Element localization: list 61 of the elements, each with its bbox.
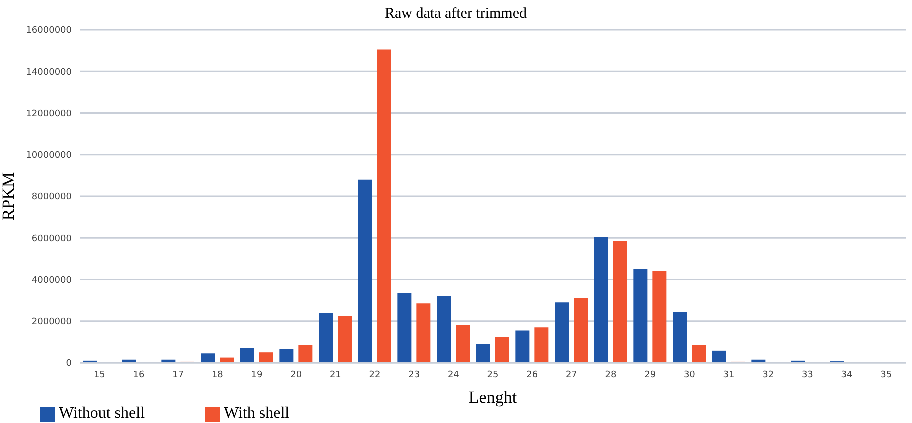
bar [634, 269, 648, 363]
bar [377, 50, 392, 363]
bar [692, 345, 706, 363]
x-tick-label: 30 [684, 370, 696, 380]
y-tick-label: 12000000 [26, 109, 72, 120]
bar [319, 313, 333, 363]
bar [338, 316, 352, 363]
bar [534, 328, 549, 363]
y-tick-label: 2000000 [32, 318, 72, 328]
bar [516, 330, 530, 363]
y-tick-label: 8000000 [32, 192, 72, 203]
bar [594, 237, 608, 363]
y-tick-label: 10000000 [26, 151, 72, 162]
legend-label: Without shell [59, 405, 146, 422]
x-tick-label: 21 [330, 370, 342, 380]
x-tick-label: 33 [802, 370, 814, 380]
y-axis-title: RPKM [0, 172, 18, 221]
bar [259, 352, 274, 363]
y-tick-label: 6000000 [32, 234, 72, 244]
bar [280, 349, 294, 363]
x-tick-label: 19 [251, 370, 263, 380]
bar [358, 180, 372, 363]
y-tick-label: 14000000 [26, 68, 72, 78]
y-tick-label: 16000000 [26, 26, 72, 36]
x-tick-label: 29 [644, 370, 656, 380]
x-tick-label: 18 [212, 370, 224, 380]
x-tick-label: 35 [880, 370, 892, 380]
x-tick-label: 26 [526, 370, 538, 380]
bar [298, 345, 313, 363]
bar [201, 354, 215, 363]
bar [613, 241, 628, 363]
bar [398, 293, 412, 363]
x-tick-label: 24 [448, 370, 460, 380]
x-tick-label: 16 [133, 370, 145, 380]
x-tick-label: 17 [172, 370, 184, 380]
bar [712, 350, 726, 363]
x-tick-label: 28 [605, 370, 617, 380]
bar [555, 302, 569, 363]
bar [495, 336, 510, 363]
y-tick-label: 4000000 [32, 276, 72, 286]
bar [652, 271, 667, 363]
bar [574, 298, 588, 363]
x-tick-label: 23 [408, 370, 420, 380]
x-tick-label: 22 [369, 370, 381, 380]
legend-label: With shell [224, 405, 290, 422]
bar [476, 344, 490, 363]
y-tick-label: 0 [66, 359, 72, 370]
bar [240, 348, 254, 363]
x-tick-label: 25 [487, 370, 499, 380]
bar [456, 326, 470, 363]
bar [437, 296, 451, 363]
bar [673, 312, 687, 363]
bar [416, 304, 431, 363]
x-tick-label: 31 [723, 370, 735, 380]
x-tick-label: 15 [94, 370, 106, 380]
x-tick-label: 32 [762, 370, 774, 380]
x-tick-label: 27 [566, 370, 578, 380]
x-tick-label: 20 [290, 370, 302, 380]
x-axis-title: Lenght [468, 388, 518, 407]
x-tick-label: 34 [841, 370, 853, 380]
chart-title: Raw data after trimmed [384, 6, 528, 23]
